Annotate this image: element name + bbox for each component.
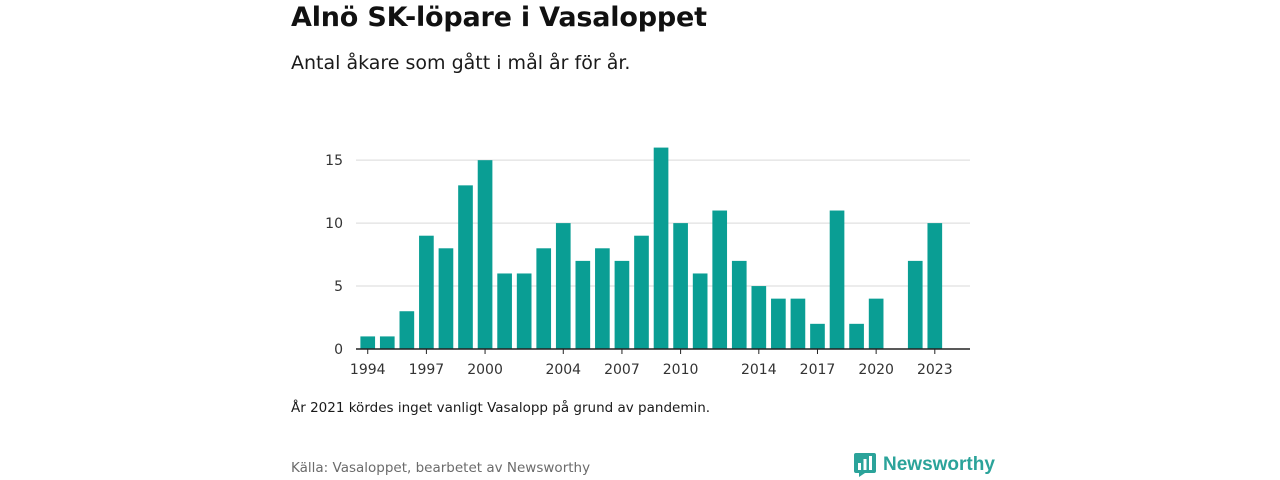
bar: [438, 248, 454, 349]
bar: [829, 210, 845, 349]
bar: [810, 323, 825, 349]
brand-name: Newsworthy: [883, 454, 995, 475]
bar: [399, 311, 415, 349]
source-text: Källa: Vasaloppet, bearbetet av Newswort…: [291, 460, 591, 476]
x-tick-label: 2010: [663, 362, 699, 378]
y-tick-label: 10: [325, 216, 343, 232]
bar: [419, 235, 434, 349]
bar: [849, 323, 864, 349]
bar: [927, 223, 943, 349]
bar: [477, 160, 493, 349]
bar: [536, 248, 552, 349]
chart-footnote: År 2021 kördes inget vanligt Vasalopp på…: [291, 400, 711, 416]
bar: [516, 273, 532, 349]
x-tick-label: 2014: [741, 362, 777, 378]
bar: [751, 286, 767, 349]
bar: [458, 185, 473, 349]
bar: [868, 298, 884, 349]
y-tick-label: 0: [334, 342, 343, 358]
bar: [575, 260, 591, 349]
bar: [634, 235, 649, 349]
x-tick-label: 2000: [467, 362, 503, 378]
x-tick-label: 2020: [858, 362, 894, 378]
bar: [692, 273, 708, 349]
chart-title: Alnö SK-löpare i Vasaloppet: [291, 2, 707, 33]
bar: [379, 336, 395, 349]
bar: [673, 223, 688, 349]
bar: [555, 223, 571, 349]
bar: [907, 260, 923, 349]
bar: [731, 260, 747, 349]
y-tick-label: 5: [334, 279, 343, 295]
newsworthy-logo: Newsworthy: [853, 452, 995, 478]
x-tick-label: 1994: [350, 362, 386, 378]
bar: [653, 147, 669, 349]
bar: [771, 298, 786, 349]
chart-subtitle: Antal åkare som gått i mål år för år.: [291, 52, 631, 74]
bar: [360, 336, 376, 349]
bar: [595, 248, 610, 349]
x-tick-label: 2007: [604, 362, 640, 378]
x-tick-label: 2017: [800, 362, 836, 378]
x-tick-label: 2004: [545, 362, 581, 378]
bar: [790, 298, 806, 349]
bar: [497, 273, 512, 349]
bar: [614, 260, 630, 349]
x-tick-label: 1997: [409, 362, 445, 378]
bar-chart-speech-bubble-icon: [854, 453, 876, 477]
bar: [712, 210, 728, 349]
x-tick-label: 2023: [917, 362, 953, 378]
y-tick-label: 15: [325, 153, 343, 169]
